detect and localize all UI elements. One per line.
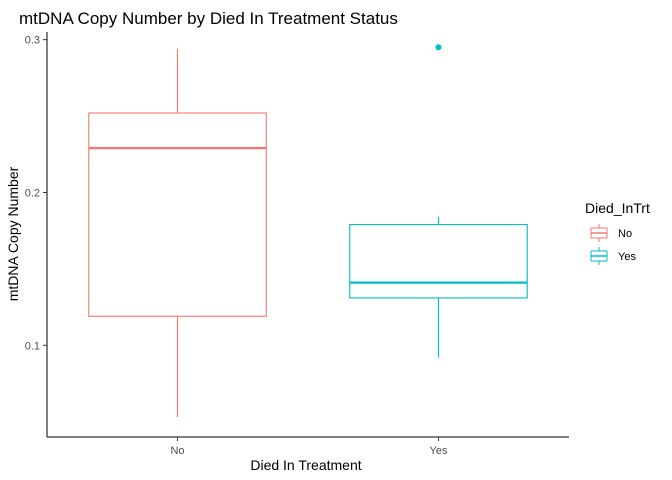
y-axis-title: mtDNA Copy Number — [5, 166, 21, 301]
y-tick-label: 0.2 — [25, 187, 40, 199]
box-series — [88, 44, 528, 418]
iqr-box — [88, 112, 267, 317]
x-tick-label: Yes — [430, 445, 448, 457]
x-axis-title: Died In Treatment — [250, 457, 361, 473]
y-tick-label: 0.1 — [25, 340, 40, 352]
x-tick-label: No — [170, 445, 184, 457]
legend-key-no — [590, 224, 608, 242]
iqr-box — [349, 224, 528, 299]
chart-title: mtDNA Copy Number by Died In Treatment S… — [19, 9, 398, 28]
y-tick-label: 0.3 — [25, 35, 40, 47]
legend-label: No — [618, 228, 632, 240]
plot-area — [46, 32, 569, 438]
x-axis-ticks: No Yes — [170, 437, 448, 457]
box-yes — [349, 44, 528, 358]
box-no — [88, 48, 267, 418]
outlier-point — [435, 44, 442, 51]
legend-label: Yes — [618, 251, 636, 263]
legend-title: Died_InTrt — [585, 200, 650, 216]
y-axis-ticks: 0.1 0.2 0.3 — [25, 35, 47, 352]
legend-key-yes — [590, 247, 608, 265]
legend: Died_InTrt No Yes — [585, 200, 650, 265]
